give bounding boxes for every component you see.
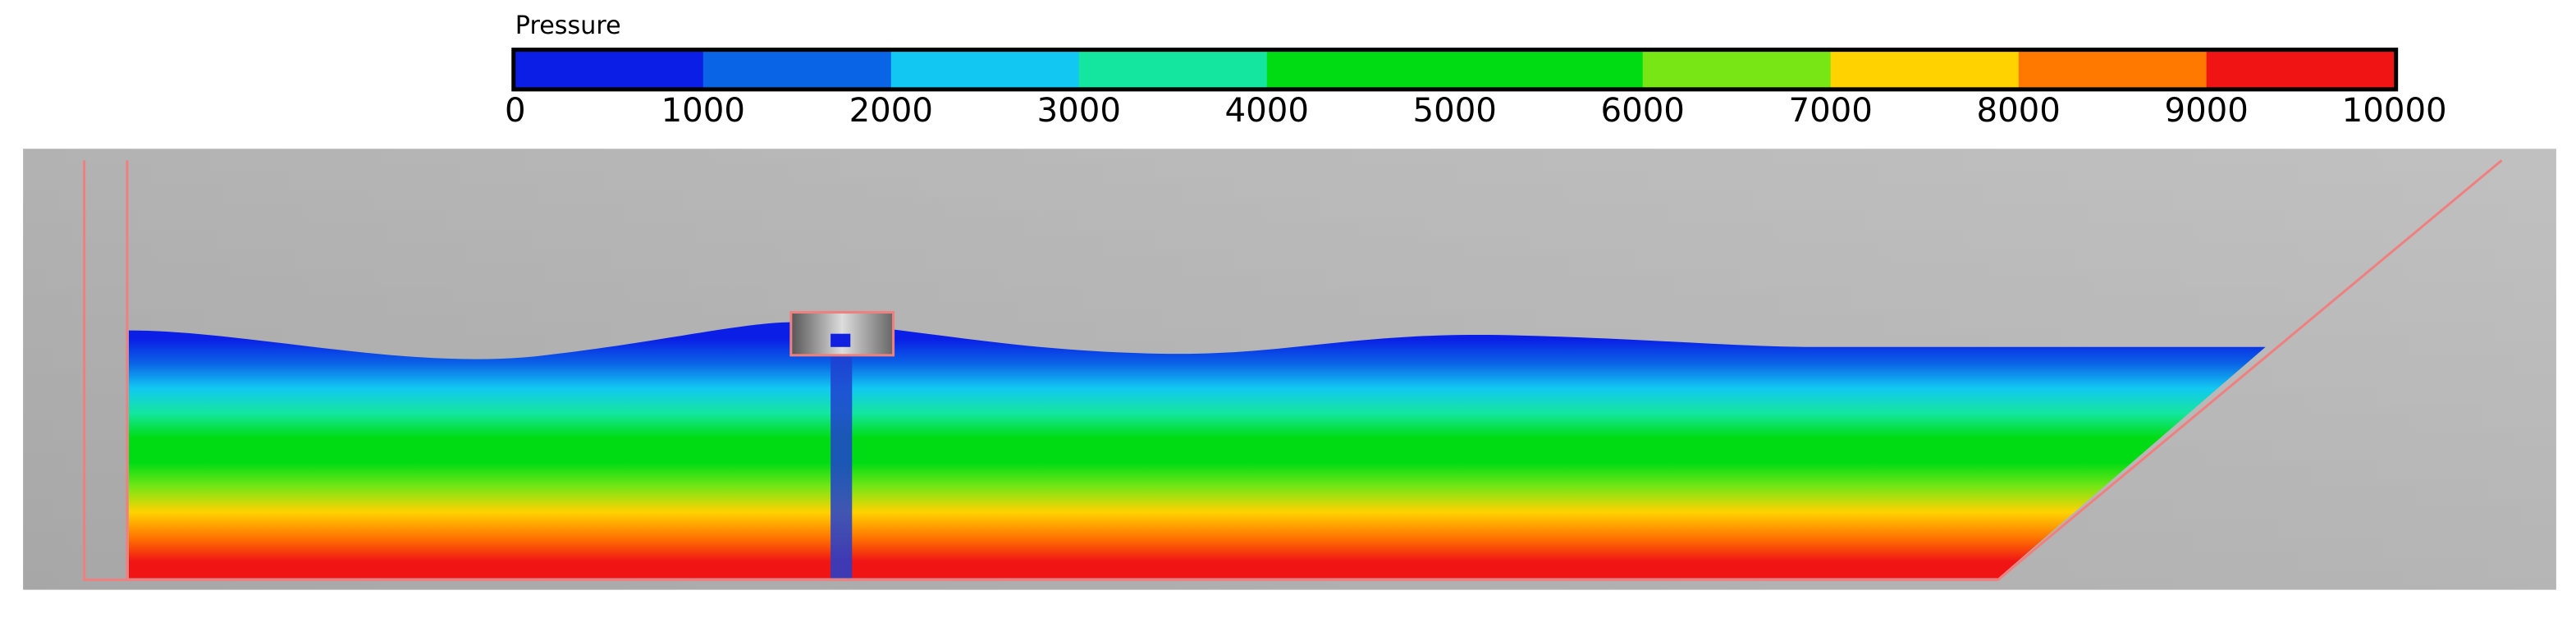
tick-label: 6000 <box>1601 92 1685 130</box>
colorbar-segment <box>2206 51 2395 88</box>
tick-label: 2000 <box>849 92 933 130</box>
colorbar-segment <box>1642 51 1832 88</box>
structure-core <box>830 333 851 347</box>
colorbar-segment <box>702 51 892 88</box>
tick-label: 9000 <box>2164 92 2248 130</box>
colorbar <box>515 51 2395 88</box>
colorbar-segment <box>2018 51 2208 88</box>
tick-label: 1000 <box>661 92 745 130</box>
colorbar-segment <box>515 51 704 88</box>
tick-label: 5000 <box>1413 92 1497 130</box>
tick-label: 7000 <box>1788 92 1872 130</box>
colorbar-title: Pressure <box>515 11 621 40</box>
tick-label: 4000 <box>1225 92 1309 130</box>
tick-label: 0 <box>505 92 526 130</box>
colorbar-segment <box>890 51 1080 88</box>
tick-label: 10000 <box>2342 92 2447 130</box>
pillar <box>830 355 853 579</box>
colorbar-segment <box>1266 51 1456 88</box>
colorbar-frame <box>511 48 2399 92</box>
tick-label: 8000 <box>1976 92 2060 130</box>
colorbar-ticks: 0 1000 2000 3000 4000 5000 6000 7000 8000 9000 100… <box>505 92 2447 130</box>
colorbar-segment <box>1454 51 1644 88</box>
colorbar-segment <box>1830 51 2020 88</box>
tick-label: 3000 <box>1037 92 1121 130</box>
tank-outline <box>83 159 2503 582</box>
structure <box>789 311 895 357</box>
colorbar-segment <box>1078 51 1268 88</box>
water <box>128 322 2266 579</box>
